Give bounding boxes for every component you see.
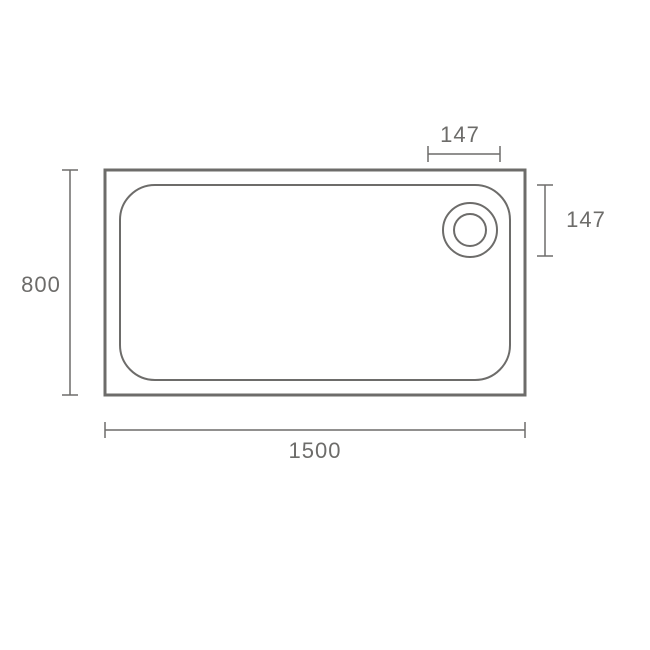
- dimension-height-label: 800: [16, 272, 66, 298]
- dimension-drain-offset-x-label: 147: [430, 122, 490, 148]
- diagram-svg: [0, 0, 650, 650]
- dimension-width-label: 1500: [280, 438, 350, 464]
- drawing-canvas: 1500 800 147 147: [0, 0, 650, 650]
- dimension-drain-offset-y-label: 147: [556, 207, 616, 233]
